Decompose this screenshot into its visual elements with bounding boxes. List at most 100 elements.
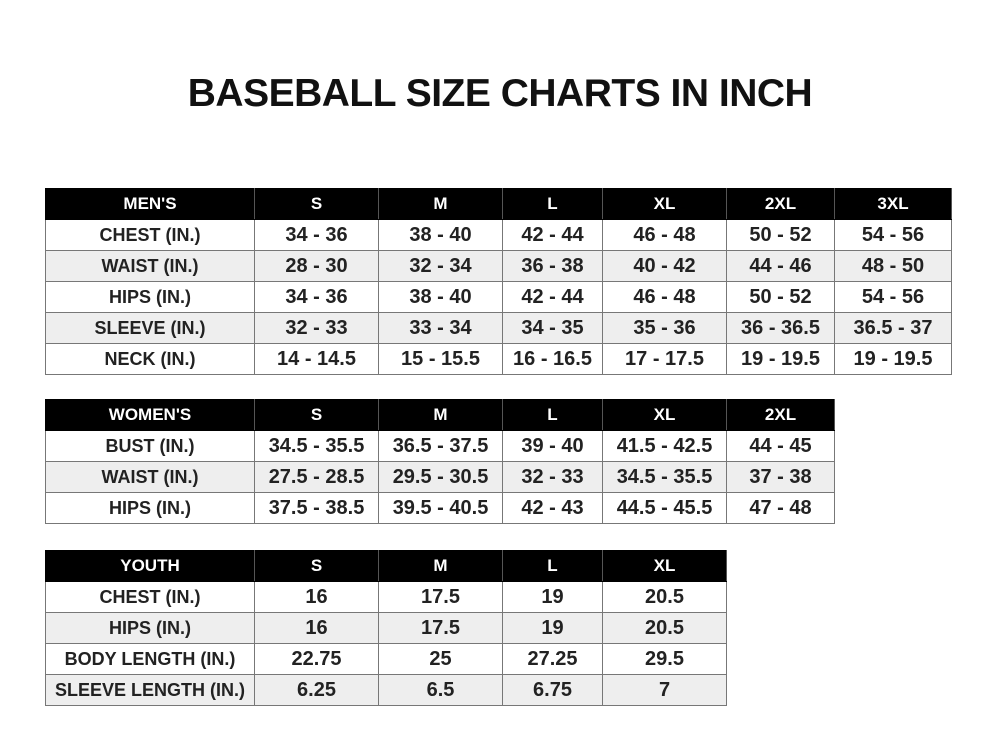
size-value: 34 - 35 bbox=[502, 312, 603, 344]
measurement-label: NECK (IN.) bbox=[45, 343, 255, 375]
size-value: 20.5 bbox=[602, 612, 727, 644]
measurement-label: WAIST (IN.) bbox=[45, 250, 255, 282]
size-value: 54 - 56 bbox=[834, 281, 952, 313]
size-header: S bbox=[254, 399, 379, 431]
size-value: 39 - 40 bbox=[502, 430, 603, 462]
size-value: 38 - 40 bbox=[378, 219, 503, 251]
size-value: 32 - 33 bbox=[502, 461, 603, 493]
size-value: 6.75 bbox=[502, 674, 603, 706]
size-value: 22.75 bbox=[254, 643, 379, 675]
measurement-label: BUST (IN.) bbox=[45, 430, 255, 462]
size-value: 16 bbox=[254, 612, 379, 644]
size-value: 19 bbox=[502, 581, 603, 613]
size-header: S bbox=[254, 550, 379, 582]
mens-size-table: MEN'S S M L XL 2XL 3XL CHEST (IN.) 34 - 36 38 - 4… bbox=[45, 188, 952, 375]
measurement-label: CHEST (IN.) bbox=[45, 219, 255, 251]
size-value: 42 - 44 bbox=[502, 219, 603, 251]
size-value: 29.5 bbox=[602, 643, 727, 675]
size-value: 19 bbox=[502, 612, 603, 644]
size-value: 6.5 bbox=[378, 674, 503, 706]
size-value: 39.5 - 40.5 bbox=[378, 492, 503, 524]
table-row: CHEST (IN.) 16 17.5 19 20.5 bbox=[45, 581, 727, 613]
size-value: 14 - 14.5 bbox=[254, 343, 379, 375]
size-value: 35 - 36 bbox=[602, 312, 727, 344]
size-value: 32 - 34 bbox=[378, 250, 503, 282]
size-header: S bbox=[254, 188, 379, 220]
size-value: 36 - 36.5 bbox=[726, 312, 835, 344]
size-value: 36.5 - 37 bbox=[834, 312, 952, 344]
size-value: 46 - 48 bbox=[602, 219, 727, 251]
size-value: 41.5 - 42.5 bbox=[602, 430, 727, 462]
size-value: 48 - 50 bbox=[834, 250, 952, 282]
size-value: 44 - 45 bbox=[726, 430, 835, 462]
table-row: BODY LENGTH (IN.) 22.75 25 27.25 29.5 bbox=[45, 643, 727, 675]
size-header: M bbox=[378, 399, 503, 431]
size-value: 34 - 36 bbox=[254, 219, 379, 251]
category-header: WOMEN'S bbox=[45, 399, 255, 431]
size-header: M bbox=[378, 550, 503, 582]
size-header: M bbox=[378, 188, 503, 220]
table-row: WAIST (IN.) 28 - 30 32 - 34 36 - 38 40 - 42 4… bbox=[45, 250, 952, 282]
table-row: HIPS (IN.) 16 17.5 19 20.5 bbox=[45, 612, 727, 644]
size-value: 17 - 17.5 bbox=[602, 343, 727, 375]
table-row: CHEST (IN.) 34 - 36 38 - 40 42 - 44 46 - 48 5… bbox=[45, 219, 952, 251]
measurement-label: SLEEVE (IN.) bbox=[45, 312, 255, 344]
size-value: 27.25 bbox=[502, 643, 603, 675]
size-value: 29.5 - 30.5 bbox=[378, 461, 503, 493]
measurement-label: CHEST (IN.) bbox=[45, 581, 255, 613]
measurement-label: HIPS (IN.) bbox=[45, 281, 255, 313]
size-value: 16 - 16.5 bbox=[502, 343, 603, 375]
table-row: SLEEVE LENGTH (IN.) 6.25 6.5 6.75 7 bbox=[45, 674, 727, 706]
size-value: 34 - 36 bbox=[254, 281, 379, 313]
category-header: MEN'S bbox=[45, 188, 255, 220]
size-value: 40 - 42 bbox=[602, 250, 727, 282]
size-value: 44 - 46 bbox=[726, 250, 835, 282]
size-value: 37.5 - 38.5 bbox=[254, 492, 379, 524]
size-value: 19 - 19.5 bbox=[726, 343, 835, 375]
size-value: 25 bbox=[378, 643, 503, 675]
size-value: 38 - 40 bbox=[378, 281, 503, 313]
size-header: L bbox=[502, 550, 603, 582]
size-value: 32 - 33 bbox=[254, 312, 379, 344]
size-value: 50 - 52 bbox=[726, 219, 835, 251]
measurement-label: HIPS (IN.) bbox=[45, 492, 255, 524]
size-value: 47 - 48 bbox=[726, 492, 835, 524]
size-value: 44.5 - 45.5 bbox=[602, 492, 727, 524]
size-value: 15 - 15.5 bbox=[378, 343, 503, 375]
page-title: BASEBALL SIZE CHARTS IN INCH bbox=[187, 72, 813, 115]
table-row: SLEEVE (IN.) 32 - 33 33 - 34 34 - 35 35 - 36… bbox=[45, 312, 952, 344]
size-value: 42 - 44 bbox=[502, 281, 603, 313]
size-value: 36 - 38 bbox=[502, 250, 603, 282]
category-header: YOUTH bbox=[45, 550, 255, 582]
size-value: 19 - 19.5 bbox=[834, 343, 952, 375]
header-row: WOMEN'S S M L XL 2XL bbox=[45, 399, 835, 431]
size-value: 17.5 bbox=[378, 612, 503, 644]
size-value: 34.5 - 35.5 bbox=[254, 430, 379, 462]
size-value: 33 - 34 bbox=[378, 312, 503, 344]
measurement-label: HIPS (IN.) bbox=[45, 612, 255, 644]
table-row: WAIST (IN.) 27.5 - 28.5 29.5 - 30.5 32 - 33… bbox=[45, 461, 835, 493]
measurement-label: WAIST (IN.) bbox=[45, 461, 255, 493]
header-row: MEN'S S M L XL 2XL 3XL bbox=[45, 188, 952, 220]
size-value: 50 - 52 bbox=[726, 281, 835, 313]
header-row: YOUTH S M L XL bbox=[45, 550, 727, 582]
size-value: 34.5 - 35.5 bbox=[602, 461, 727, 493]
size-value: 42 - 43 bbox=[502, 492, 603, 524]
measurement-label: BODY LENGTH (IN.) bbox=[45, 643, 255, 675]
size-header: XL bbox=[602, 399, 727, 431]
measurement-label: SLEEVE LENGTH (IN.) bbox=[45, 674, 255, 706]
size-header: XL bbox=[602, 188, 727, 220]
table-row: NECK (IN.) 14 - 14.5 15 - 15.5 16 - 16.5 17 … bbox=[45, 343, 952, 375]
size-header: 3XL bbox=[834, 188, 952, 220]
size-value: 20.5 bbox=[602, 581, 727, 613]
size-value: 7 bbox=[602, 674, 727, 706]
size-value: 28 - 30 bbox=[254, 250, 379, 282]
table-row: BUST (IN.) 34.5 - 35.5 36.5 - 37.5 39 - 40 4… bbox=[45, 430, 835, 462]
size-value: 16 bbox=[254, 581, 379, 613]
size-header: L bbox=[502, 188, 603, 220]
size-value: 37 - 38 bbox=[726, 461, 835, 493]
table-row: HIPS (IN.) 37.5 - 38.5 39.5 - 40.5 42 - 43 4… bbox=[45, 492, 835, 524]
size-value: 36.5 - 37.5 bbox=[378, 430, 503, 462]
size-header: XL bbox=[602, 550, 727, 582]
table-row: HIPS (IN.) 34 - 36 38 - 40 42 - 44 46 - 48 50… bbox=[45, 281, 952, 313]
